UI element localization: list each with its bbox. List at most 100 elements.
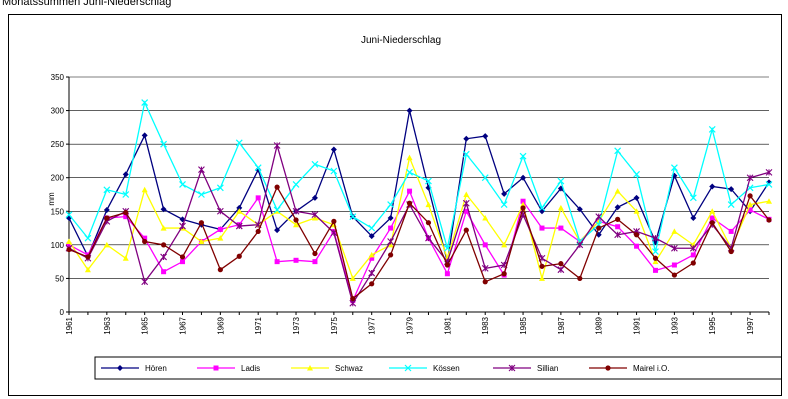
data-point	[274, 259, 280, 265]
data-point	[538, 204, 546, 212]
data-point	[690, 215, 697, 221]
data-point	[500, 201, 508, 208]
y-axis-label: mm	[47, 192, 56, 206]
data-point	[596, 225, 602, 231]
series-2	[66, 154, 772, 281]
data-point	[520, 198, 526, 204]
x-tick-label: 1961	[65, 316, 74, 334]
data-point	[671, 244, 678, 252]
data-point	[615, 224, 621, 230]
data-point	[539, 263, 545, 269]
data-point	[406, 200, 413, 206]
x-tick-label: 1963	[103, 316, 112, 334]
y-tick-label: 200	[51, 174, 65, 183]
data-point	[330, 146, 337, 153]
series-4	[65, 142, 773, 307]
data-point	[235, 139, 243, 147]
data-point	[425, 234, 432, 242]
data-point	[216, 184, 224, 192]
data-point	[311, 211, 319, 219]
data-point	[633, 208, 640, 214]
data-point	[747, 207, 753, 213]
data-point	[406, 168, 413, 176]
data-point	[254, 164, 262, 172]
series-3	[65, 99, 773, 255]
data-point	[425, 201, 432, 208]
data-point	[538, 275, 545, 281]
axes: 0 50 100 150 200 250 300 350 1961 1963 1965 1967 196…	[51, 73, 770, 335]
legend-swatch-marker	[508, 364, 516, 372]
legend-swatch-marker	[307, 365, 313, 371]
data-point	[670, 164, 678, 172]
data-point	[388, 252, 394, 258]
data-point	[198, 238, 205, 244]
data-point	[103, 206, 110, 213]
data-point	[141, 278, 149, 286]
data-point	[255, 195, 261, 201]
data-point	[652, 255, 659, 261]
x-tick-label: 1991	[633, 316, 642, 334]
data-point	[689, 194, 697, 202]
data-point	[766, 198, 772, 204]
data-point	[236, 204, 243, 211]
data-point	[198, 191, 205, 198]
data-point	[462, 150, 470, 158]
data-point	[463, 191, 470, 197]
data-point	[633, 194, 640, 201]
data-point	[595, 213, 603, 221]
y-tick-label: 150	[51, 207, 65, 216]
y-tick-label: 350	[51, 73, 65, 82]
data-point	[463, 227, 469, 233]
data-point	[577, 275, 583, 282]
data-point	[217, 267, 223, 273]
legend: Hören Ladis Schwaz Kössen Sillian Mairel i.O.	[94, 356, 781, 380]
x-tick-label: 1965	[141, 316, 150, 334]
data-point	[236, 253, 242, 259]
data-point	[482, 215, 489, 221]
data-point	[369, 255, 375, 261]
data-point	[407, 188, 413, 194]
data-point	[292, 181, 300, 188]
x-tick-label: 1995	[708, 316, 717, 334]
data-point	[501, 241, 508, 248]
data-point	[406, 154, 413, 161]
y-tick-label: 50	[55, 274, 64, 283]
data-point	[123, 214, 129, 220]
data-point	[103, 186, 111, 194]
x-tick-label: 1981	[443, 316, 452, 334]
series-group	[65, 99, 773, 307]
data-point	[198, 166, 205, 174]
data-point	[65, 211, 73, 219]
data-point	[103, 241, 110, 248]
data-point	[633, 232, 640, 238]
data-point	[709, 208, 716, 214]
data-point	[765, 181, 773, 188]
data-point	[463, 135, 470, 142]
data-point	[350, 295, 356, 302]
data-point	[709, 215, 715, 221]
legend-label: Schwaz	[335, 364, 363, 373]
legend-label: Hören	[145, 364, 167, 373]
data-point	[614, 204, 621, 211]
data-point	[519, 152, 527, 160]
data-point	[520, 205, 526, 211]
data-point	[444, 271, 450, 277]
x-tick-label: 1997	[746, 316, 755, 334]
data-point	[387, 238, 395, 245]
data-point	[728, 248, 734, 255]
data-point	[387, 215, 394, 221]
data-point	[501, 271, 507, 277]
data-point	[614, 231, 622, 239]
data-point	[293, 217, 299, 223]
data-point	[633, 170, 640, 178]
data-point	[652, 248, 659, 255]
data-point	[255, 166, 262, 173]
data-point	[217, 235, 224, 241]
legend-box	[94, 356, 781, 380]
data-point	[349, 299, 357, 307]
data-point	[142, 238, 148, 245]
data-point	[349, 275, 356, 281]
data-point	[709, 220, 715, 226]
data-point	[482, 242, 488, 248]
data-point	[501, 190, 508, 197]
